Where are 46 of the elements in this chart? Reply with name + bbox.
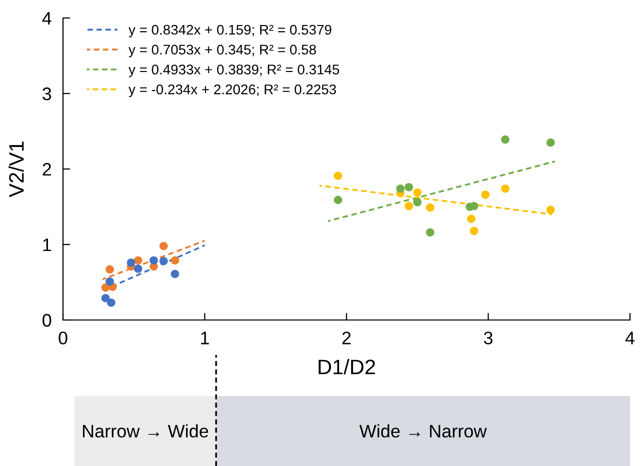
x-tick-label: 4	[625, 332, 634, 344]
point	[426, 203, 434, 212]
point	[107, 298, 116, 307]
y-tick-label: 1	[43, 238, 52, 252]
point	[470, 226, 478, 236]
x-tick-label: 2	[342, 332, 351, 344]
point	[426, 228, 434, 237]
x-tick-label: 0	[58, 332, 68, 344]
point	[546, 138, 555, 147]
point	[159, 242, 168, 250]
text: Wide → Narrow	[359, 424, 487, 438]
y-axis-title: V2/V1	[8, 142, 24, 198]
point	[334, 196, 342, 204]
point	[134, 264, 142, 273]
point	[481, 190, 490, 199]
point	[404, 202, 414, 210]
legend-label: y = 0.8342x + 0.159; R² = 0.5379	[128, 24, 332, 38]
point	[413, 188, 422, 197]
point	[413, 198, 422, 206]
point	[501, 135, 510, 144]
text: Narrow → Wide	[82, 424, 208, 438]
point	[170, 256, 180, 265]
point	[159, 256, 168, 266]
x-axis-title: D1/D2	[318, 359, 375, 374]
point	[101, 294, 110, 302]
y-tick-label: 0	[42, 314, 52, 327]
point	[150, 256, 158, 265]
point	[396, 184, 405, 193]
point	[404, 182, 414, 192]
point	[546, 206, 555, 214]
point	[170, 270, 180, 278]
point	[467, 214, 476, 223]
point	[334, 172, 342, 180]
x-tick-label: 1	[201, 332, 209, 344]
y-tick-label: 4	[42, 12, 52, 25]
legend-label: y = 0.4933x + 0.3839; R² = 0.3145	[128, 64, 340, 78]
point	[501, 184, 510, 193]
point	[106, 277, 114, 286]
legend-label: y = -0.234x + 2.2026; R² = 0.2253	[128, 84, 336, 98]
point	[106, 265, 114, 274]
point	[134, 256, 142, 265]
y-tick-label: 3	[42, 87, 52, 100]
legend-label: y = 0.7053x + 0.345; R² = 0.58	[128, 44, 316, 58]
y-tick-label: 2	[42, 162, 51, 176]
point	[126, 258, 136, 267]
x-tick-label: 3	[484, 332, 492, 344]
